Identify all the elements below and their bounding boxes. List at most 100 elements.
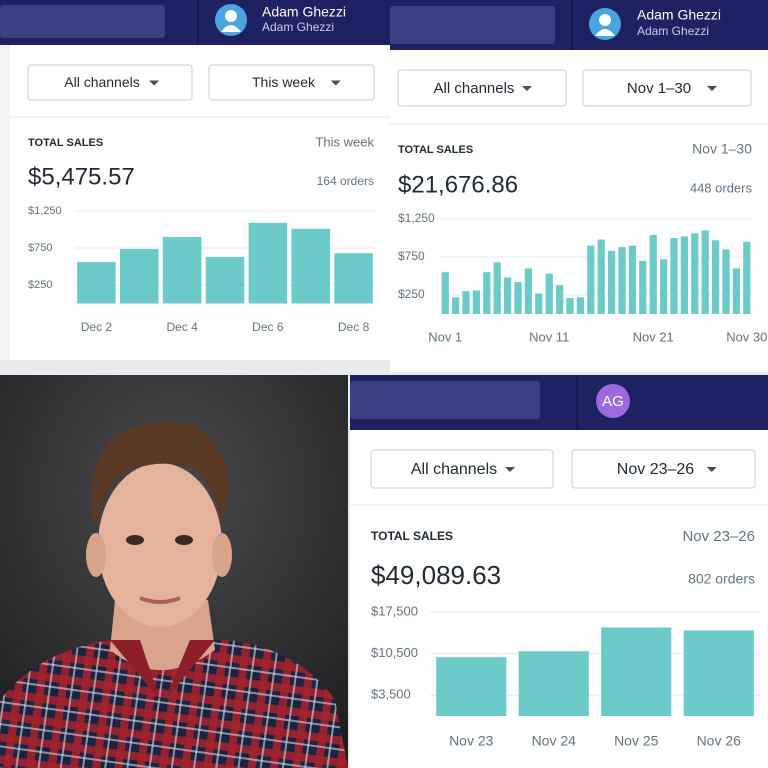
bar [120,249,159,304]
dropdown-caret [706,86,717,91]
bar [524,268,533,314]
filter-label: All channels [411,461,497,478]
x-tick-label: Dec 6 [252,320,284,334]
bar [555,285,564,314]
avatar-initials: AG [602,393,624,410]
user-name: Adam Ghezzi [648,759,732,768]
y-tick-label: $10,500 [371,645,418,660]
total-sales-label: TOTAL SALES [371,529,453,543]
search-box[interactable] [350,381,540,419]
total-sales-label: TOTAL SALES [398,144,473,156]
bar [607,250,616,314]
avatar[interactable] [596,384,630,418]
x-tick-label: Nov 26 [697,733,742,749]
dropdown-caret [706,467,717,472]
search-box[interactable] [390,6,555,44]
bar [436,657,507,716]
bar [483,272,491,314]
orders-count: 802 orders [688,571,755,587]
bar [639,260,647,314]
filter-dropdown[interactable] [370,449,554,489]
sidebar-edge [0,45,10,360]
x-tick-label: Nov 25 [614,733,659,749]
store-name: Adam Ghezzi [637,24,709,38]
store-name: Adam Ghezzi [262,20,334,34]
user-name: Adam Ghezzi [262,4,346,20]
bar [441,272,449,314]
filter-label: This week [252,74,316,90]
bar [670,238,678,314]
avatar-body [221,25,241,32]
filter-dropdown[interactable] [571,449,756,489]
y-tick-label: $17,500 [371,603,418,618]
bar [451,297,460,314]
bar [503,277,512,314]
dropdown-caret [149,80,160,86]
bar [711,240,720,314]
bar [514,282,522,314]
x-tick-label: Nov 23 [449,733,494,749]
y-tick-label: $750 [28,242,52,254]
bar [518,651,589,716]
ear [86,533,106,577]
bar [566,298,574,314]
x-tick-label: Nov 30 [726,329,767,344]
filter-dropdown[interactable] [582,69,752,107]
search-box[interactable] [0,5,165,38]
bar [649,234,657,314]
bar [493,262,501,314]
y-tick-label: $1,250 [28,205,62,217]
y-tick-label: $3,500 [371,687,411,702]
bar [535,293,543,314]
shirt [0,640,348,768]
x-tick-label: Dec 2 [81,320,113,334]
photo [0,375,348,768]
filter-dropdown[interactable] [208,64,375,101]
filter-label: Nov 23–26 [617,461,694,478]
filter-dropdown[interactable] [27,64,193,101]
filter-label: Nov 1–30 [627,80,691,97]
ear [212,533,232,577]
bar [601,627,672,716]
y-tick-label: $250 [398,287,425,301]
avatar-body [595,29,615,36]
bar [743,241,751,314]
x-tick-label: Nov 1 [428,329,462,344]
avatar-head [225,10,237,22]
bar [732,268,741,314]
bar [680,236,689,314]
eye [126,535,144,545]
dropdown-caret [521,86,532,91]
bar [659,259,668,314]
period-label: Nov 23–26 [682,528,755,545]
x-tick-label: Nov 24 [532,733,577,749]
eye [175,535,193,545]
avatar-head [599,14,611,26]
bar [618,247,626,314]
x-tick-label: Dec 4 [166,320,198,334]
bar [691,233,699,314]
filter-label: All channels [64,74,140,90]
filter-dropdown[interactable] [397,69,567,107]
bar [683,630,754,716]
bar [205,256,245,304]
bar [334,253,373,304]
bar [77,262,116,304]
bar [628,245,637,314]
x-tick-label: Nov 21 [633,329,674,344]
bar [576,297,585,314]
face [98,463,222,627]
bar [472,290,481,314]
bar [291,228,330,304]
x-tick-label: Dec 8 [338,320,370,334]
mouth [139,596,181,604]
bar [162,236,202,304]
total-sales-amount: $5,475.57 [28,163,135,190]
bar [545,273,553,314]
bar [248,222,288,304]
bar [462,291,470,314]
orders-count: 164 orders [317,174,374,188]
total-sales-amount: $21,676.86 [398,171,518,198]
dropdown-caret [330,80,341,86]
